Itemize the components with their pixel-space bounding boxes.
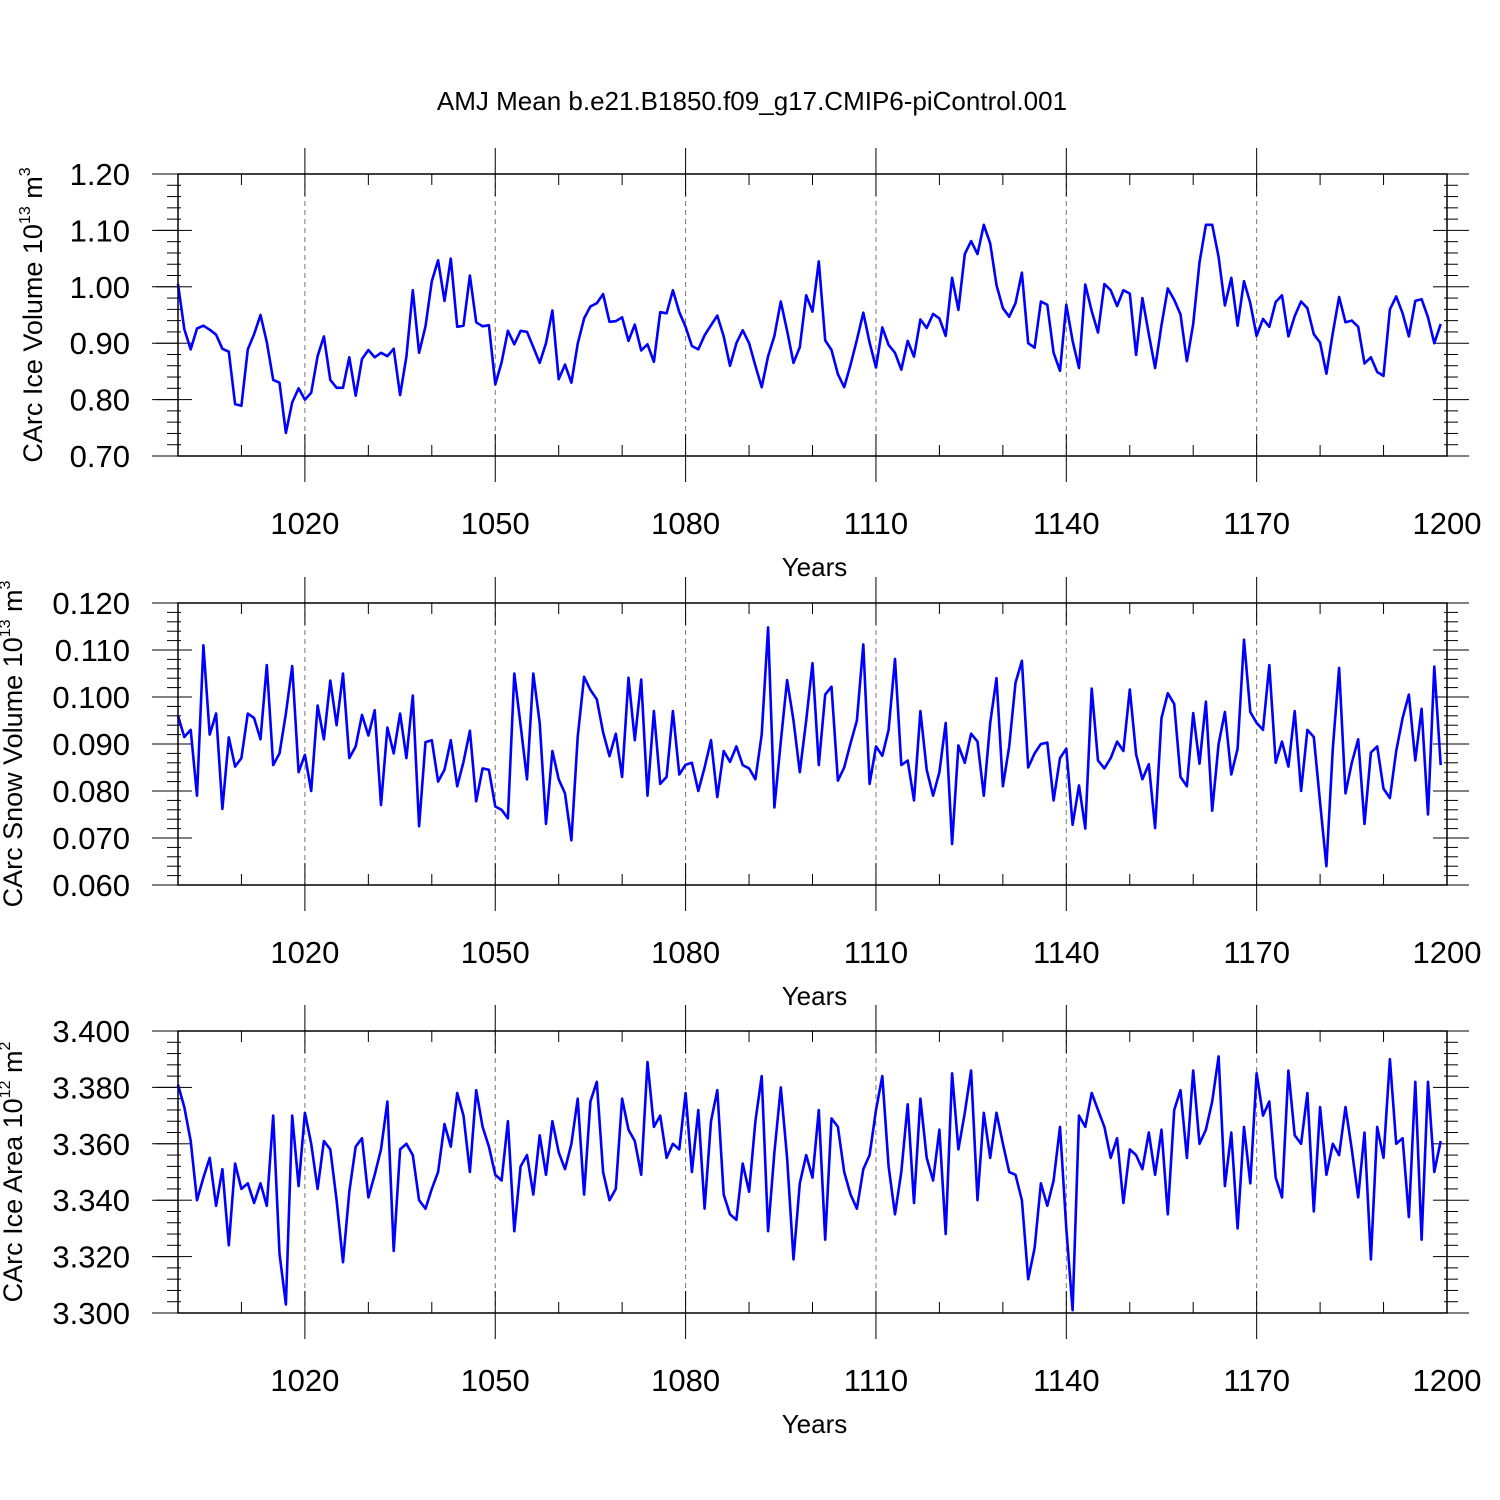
- y-tick-label: 1.00: [70, 270, 130, 305]
- panel-ice-area-xlabel: Years: [782, 1409, 848, 1439]
- x-tick-label: 1110: [844, 506, 908, 541]
- figure-title: AMJ Mean b.e21.B1850.f09_g17.CMIP6-piCon…: [437, 86, 1067, 116]
- series-line: [176, 1055, 1442, 1312]
- panel-snow-volume-ylabel-text: CArc Snow Volume 10: [0, 637, 28, 907]
- panel-ice-area-y-tick-labels: 3.300 3.320 3.340 3.360 3.380 3.400: [52, 1014, 130, 1331]
- x-tick-label: 1170: [1223, 1363, 1290, 1398]
- panel-ice-area-ticks: [152, 1005, 1469, 1339]
- y-tick-label: 0.090: [52, 727, 130, 762]
- panel-snow-volume-ylabel-sup: 13: [0, 619, 14, 637]
- y-tick-label: 0.100: [52, 680, 130, 715]
- x-tick-label: 1110: [844, 1363, 908, 1398]
- panel-ice-area-ylabel-sup: 12: [0, 1080, 14, 1098]
- panel-ice-volume-ylabel-unit-sup: 3: [17, 167, 34, 176]
- panel-snow-volume-ylabel-unit: m: [0, 589, 28, 619]
- panel-ice-area-ylabel-unit-sup: 2: [0, 1042, 14, 1051]
- y-tick-label: 0.120: [52, 586, 130, 621]
- y-tick-label: 3.340: [52, 1183, 130, 1218]
- x-tick-label: 1050: [461, 935, 530, 970]
- y-tick-label: 0.060: [52, 868, 130, 903]
- panel-snow-volume-frame: [177, 602, 1448, 886]
- x-tick-label: 1170: [1223, 506, 1290, 541]
- panel-ice-area-x-tick-labels: 1020 1050 1080 1110 1140 1170 1200: [270, 1363, 1481, 1398]
- panel-snow-volume-xlabel: Years: [782, 981, 848, 1011]
- x-tick-label: 1140: [1033, 506, 1100, 541]
- panel-snow-volume-y-tick-labels: 0.060 0.070 0.080 0.090 0.100 0.110 0.120: [52, 586, 130, 903]
- y-tick-label: 1.10: [70, 213, 130, 248]
- panel-ice-volume-ylabel-sup: 13: [17, 206, 34, 224]
- x-tick-label: 1140: [1033, 1363, 1100, 1398]
- y-tick-label: 0.90: [70, 326, 130, 361]
- x-tick-label: 1020: [270, 506, 339, 541]
- panel-ice-volume-x-tick-labels: 1020 1050 1080 1110 1140 1170 1200: [270, 506, 1481, 541]
- x-tick-label: 1200: [1413, 506, 1482, 541]
- y-tick-label: 3.300: [52, 1296, 130, 1331]
- panel-ice-volume-ylabel-text: CArc Ice Volume 10: [18, 224, 48, 463]
- y-tick-label: 0.080: [52, 774, 130, 809]
- x-tick-label: 1050: [461, 506, 530, 541]
- panel-snow-volume-grid: [304, 603, 1258, 885]
- y-tick-label: 3.400: [52, 1014, 130, 1049]
- panel-ice-volume-frame: [177, 173, 1448, 457]
- x-tick-label: 1080: [651, 935, 720, 970]
- x-tick-label: 1140: [1033, 935, 1100, 970]
- panel-snow-volume: 0.060 0.070 0.080 0.090 0.100 0.110 0.120 1020…: [0, 577, 1481, 1011]
- panel-snow-volume-ylabel: CArc Snow Volume 1013 m3: [0, 580, 28, 907]
- x-tick-label: 1110: [844, 935, 908, 970]
- panel-ice-area-ylabel: CArc Ice Area 1012 m2: [0, 1042, 28, 1303]
- series-line: [176, 223, 1442, 435]
- y-tick-label: 0.070: [52, 821, 130, 856]
- panel-ice-area-grid: [304, 1031, 1258, 1313]
- panel-snow-volume-x-tick-labels: 1020 1050 1080 1110 1140 1170 1200: [270, 935, 1481, 970]
- x-tick-label: 1200: [1413, 1363, 1482, 1398]
- x-tick-label: 1200: [1413, 935, 1482, 970]
- x-tick-label: 1080: [651, 506, 720, 541]
- y-tick-label: 1.20: [70, 157, 130, 192]
- panel-ice-area-ylabel-text: CArc Ice Area 10: [0, 1098, 28, 1302]
- panel-ice-volume-ticks: [152, 148, 1469, 482]
- y-tick-label: 3.380: [52, 1070, 130, 1105]
- panel-ice-volume-ylabel-unit: m: [18, 176, 48, 206]
- x-tick-label: 1170: [1223, 935, 1290, 970]
- panel-ice-area-series: [176, 1055, 1442, 1312]
- panel-ice-volume-grid: [304, 174, 1258, 456]
- panel-snow-volume-series: [176, 626, 1442, 868]
- panel-ice-volume: 0.70 0.80 0.90 1.00 1.10 1.20 1020 1050 1080 111…: [17, 148, 1481, 582]
- panel-ice-area-ylabel-unit: m: [0, 1051, 28, 1081]
- y-tick-label: 0.80: [70, 383, 130, 418]
- panel-snow-volume-ylabel-unit-sup: 3: [0, 580, 14, 589]
- series-line: [176, 626, 1442, 868]
- y-tick-label: 3.360: [52, 1127, 130, 1162]
- y-tick-label: 3.320: [52, 1240, 130, 1275]
- panel-ice-volume-ylabel: CArc Ice Volume 1013 m3: [17, 167, 48, 462]
- x-tick-label: 1050: [461, 1363, 530, 1398]
- y-tick-label: 0.70: [70, 439, 130, 474]
- panel-ice-volume-xlabel: Years: [782, 552, 848, 582]
- x-tick-label: 1020: [270, 1363, 339, 1398]
- panel-ice-volume-y-tick-labels: 0.70 0.80 0.90 1.00 1.10 1.20: [70, 157, 130, 474]
- y-tick-label: 0.110: [55, 633, 130, 668]
- x-tick-label: 1080: [651, 1363, 720, 1398]
- x-tick-label: 1020: [270, 935, 339, 970]
- panel-ice-volume-series: [176, 223, 1442, 435]
- panel-ice-area-frame: [177, 1030, 1448, 1314]
